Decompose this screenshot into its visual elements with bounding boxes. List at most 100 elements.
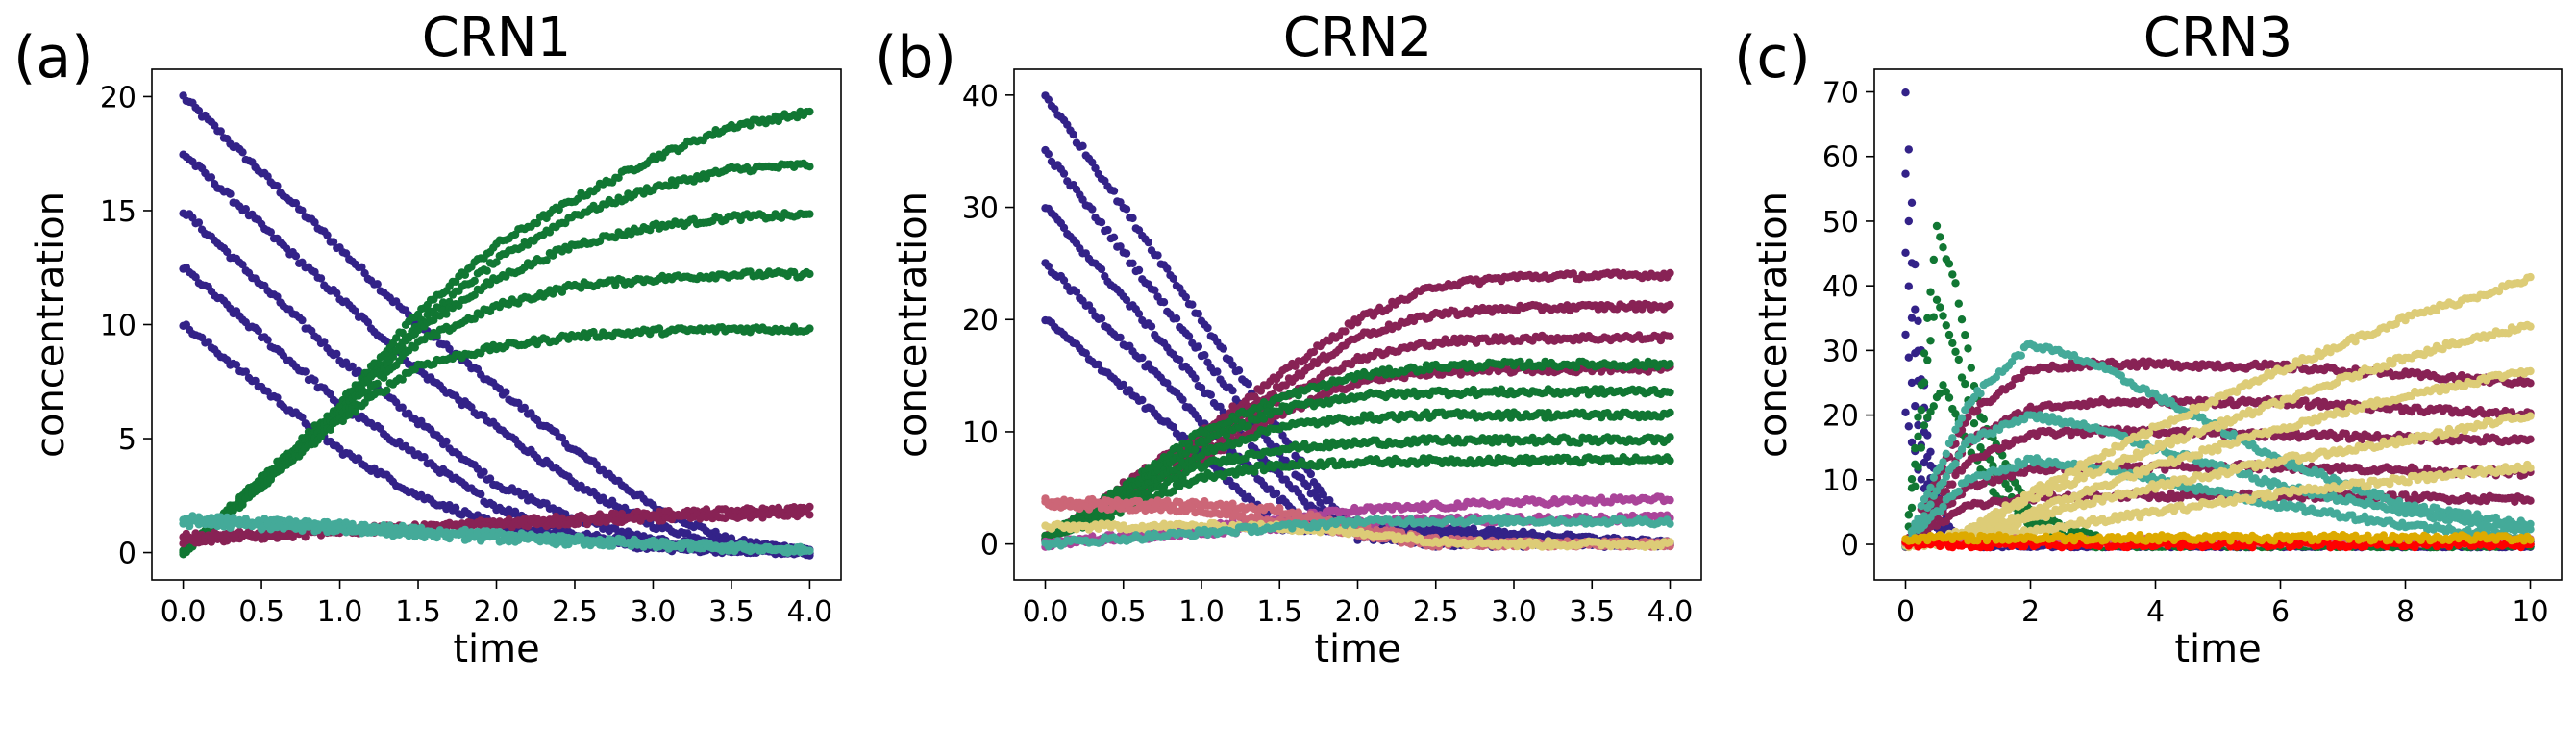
panel-letter: (a) (13, 24, 94, 91)
data-point (1116, 333, 1125, 342)
data-point (373, 379, 382, 388)
data-point (1122, 205, 1131, 214)
data-point (483, 266, 491, 275)
data-point (398, 403, 407, 412)
data-point (805, 107, 814, 116)
x-tick-label: 1.0 (317, 595, 363, 629)
data-point (329, 238, 338, 246)
data-point (557, 535, 567, 543)
data-point (1184, 332, 1194, 340)
data-point (348, 362, 357, 371)
x-tick-label: 4.0 (787, 595, 833, 629)
x-tick-label: 0.0 (161, 595, 207, 629)
data-point (1147, 322, 1156, 331)
data-point (1122, 249, 1131, 258)
data-point (451, 503, 460, 512)
data-point (1325, 496, 1334, 505)
data-point (1128, 214, 1137, 223)
data-point (320, 338, 329, 346)
data-point (1572, 363, 1581, 372)
data-point (611, 281, 620, 289)
data-point (1244, 380, 1253, 389)
data-point (1069, 130, 1078, 139)
data-point (194, 218, 204, 227)
chart-title: CRN2 (1283, 7, 1433, 69)
data-point (614, 173, 623, 182)
data-point (354, 366, 363, 375)
data-point (238, 148, 247, 157)
data-point (445, 297, 454, 307)
data-point (1219, 344, 1228, 353)
data-point (363, 318, 373, 327)
data-point (1666, 332, 1674, 340)
data-point (1119, 380, 1128, 390)
data-point (1088, 205, 1097, 214)
data-point (1078, 141, 1087, 150)
data-point (1666, 268, 1674, 278)
data-point (1169, 422, 1178, 432)
data-point (1169, 274, 1178, 283)
data-point (480, 467, 488, 476)
data-point (1044, 150, 1053, 159)
data-point (470, 276, 479, 286)
data-point (1134, 310, 1144, 318)
panel-letter: (b) (875, 24, 956, 91)
data-point (194, 106, 204, 115)
y-tick-label: 10 (100, 310, 136, 343)
data-point (1316, 498, 1325, 507)
data-point (207, 173, 216, 182)
data-point (1103, 225, 1112, 235)
y-tick-label: 20 (100, 81, 136, 114)
data-point (1203, 323, 1212, 333)
data-point (1097, 218, 1106, 227)
data-point (1072, 288, 1081, 296)
data-point (383, 386, 391, 395)
data-point (310, 218, 319, 227)
data-point (266, 228, 275, 237)
data-point (1194, 310, 1203, 318)
data-point (1272, 489, 1281, 498)
data-point (216, 127, 225, 136)
data-point (502, 388, 510, 396)
data-point (1151, 286, 1159, 294)
data-point (333, 289, 341, 298)
data-point (223, 247, 232, 257)
x-tick-label: 0.5 (238, 595, 285, 629)
data-point (226, 189, 235, 198)
data-point (316, 274, 326, 283)
data-point (358, 263, 366, 271)
data-point (1213, 367, 1222, 376)
data-point (1191, 445, 1200, 454)
data-point (1059, 223, 1069, 233)
data-point (398, 375, 407, 384)
data-point (1306, 469, 1316, 479)
data-point (485, 474, 495, 483)
data-point (301, 367, 310, 376)
data-point (298, 206, 307, 215)
data-point (442, 437, 451, 446)
data-point (1206, 390, 1216, 399)
data-point (542, 256, 551, 264)
data-point (1244, 421, 1253, 430)
y-tick-label: 15 (100, 195, 136, 229)
data-point (1116, 242, 1125, 251)
data-point (1234, 366, 1244, 375)
data-point (495, 384, 504, 393)
data-point (805, 546, 814, 555)
data-point (533, 218, 542, 228)
data-point (1191, 374, 1200, 383)
data-point (1181, 292, 1191, 302)
data-point (254, 326, 262, 336)
data-point (1128, 259, 1137, 267)
data-point (241, 367, 250, 376)
data-point (1138, 353, 1147, 363)
data-point (323, 231, 332, 239)
y-axis-label: concentration (29, 191, 73, 458)
scatter-points (179, 91, 814, 560)
data-point (460, 270, 470, 279)
x-axis-label: time (453, 627, 539, 671)
data-point (442, 310, 451, 318)
data-point (273, 182, 282, 190)
data-point (477, 490, 485, 499)
x-tick-label: 3.5 (708, 595, 755, 629)
